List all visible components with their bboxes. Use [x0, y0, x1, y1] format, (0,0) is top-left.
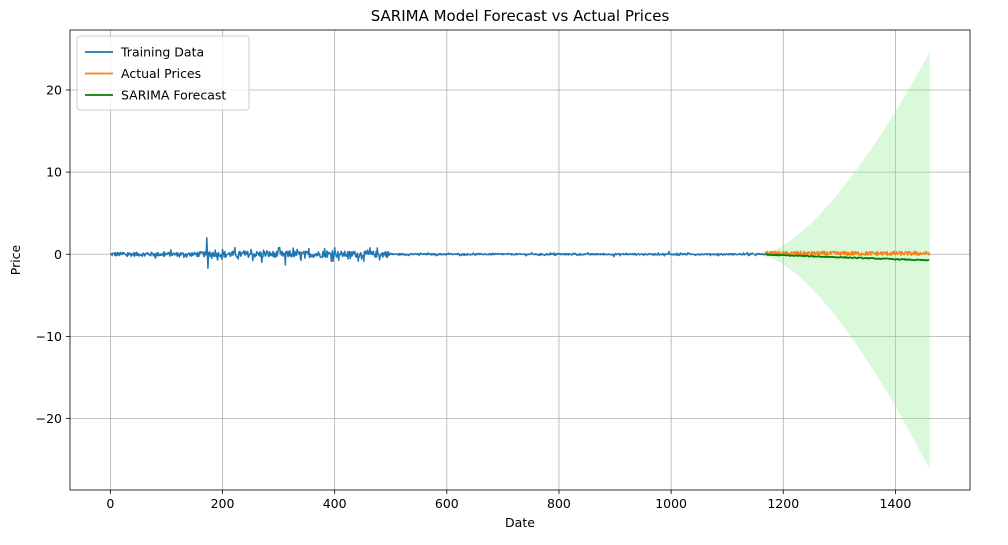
x-tick-label: 800 [547, 496, 571, 511]
x-tick-label: 1000 [655, 496, 687, 511]
chart-title: SARIMA Model Forecast vs Actual Prices [371, 7, 670, 25]
confidence-band-area [765, 52, 930, 470]
legend-label: Actual Prices [121, 66, 201, 81]
x-axis: 0 200 400 600 800 1000 1200 1400 [106, 490, 911, 511]
x-tick-label: 400 [323, 496, 347, 511]
y-tick-label: −20 [36, 411, 62, 426]
legend-label: SARIMA Forecast [121, 88, 226, 103]
y-tick-label: 0 [54, 247, 62, 262]
series-actual-prices [764, 250, 931, 257]
x-tick-label: 1200 [767, 496, 799, 511]
y-axis: −20 −10 0 10 20 [36, 82, 70, 426]
series-training-data [110, 237, 766, 269]
x-tick-label: 1400 [880, 496, 912, 511]
y-tick-label: 10 [46, 165, 62, 180]
y-tick-label: 20 [46, 82, 62, 97]
x-tick-label: 0 [106, 496, 114, 511]
series-group [110, 237, 931, 269]
axes-frame [69, 29, 971, 491]
x-tick-label: 600 [435, 496, 459, 511]
legend-box [76, 35, 250, 111]
legend: Training Data Actual Prices SARIMA Forecas… [76, 35, 250, 111]
confidence-band [765, 52, 930, 470]
legend-label: Training Data [120, 45, 204, 60]
y-axis-label: Price [8, 244, 23, 275]
y-tick-label: −10 [36, 329, 62, 344]
series-sarima-forecast [765, 253, 930, 262]
x-tick-label: 200 [211, 496, 235, 511]
x-axis-label: Date [505, 515, 535, 530]
